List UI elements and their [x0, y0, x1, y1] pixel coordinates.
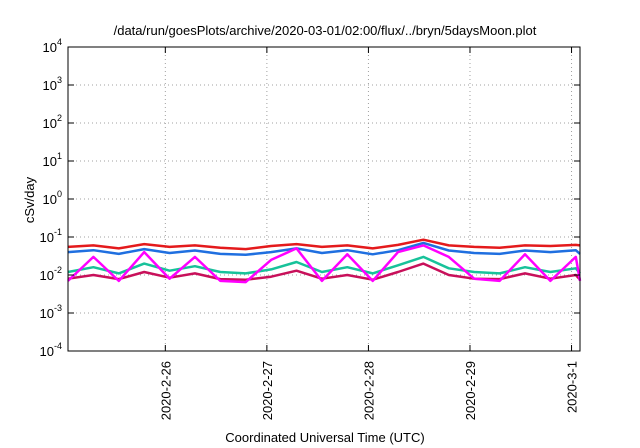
x-tick-label: 2020-2-28 [361, 361, 376, 420]
x-tick-label: 2020-3-1 [565, 361, 580, 413]
chart-title: /data/run/goesPlots/archive/2020-03-01/0… [114, 23, 537, 38]
series-line [67, 241, 581, 257]
axes-layer: 10-4 10-3 10-2 10-1 100 101 102 103 104 2020-2-26… [40, 37, 580, 420]
series-line [67, 238, 581, 251]
x-tick-label: 2020-2-27 [260, 361, 275, 420]
y-tick-label: 102 [43, 113, 62, 131]
y-tick-label: 10-3 [40, 303, 62, 321]
series-layer [67, 238, 582, 284]
x-axis-label: Coordinated Universal Time (UTC) [225, 430, 424, 445]
y-axis-label: cSv/day [22, 176, 37, 223]
y-tick-label: 104 [43, 37, 62, 55]
series-line [67, 244, 582, 284]
y-tick-label: 10-1 [40, 227, 62, 245]
y-tick-label: 101 [43, 151, 62, 169]
x-tick-label: 2020-2-26 [158, 361, 173, 420]
x-tick-label: 2020-2-29 [463, 361, 478, 420]
y-tick-label: 10-4 [40, 341, 62, 359]
y-tick-label: 10-2 [40, 265, 62, 283]
y-tick-label: 100 [43, 189, 62, 207]
grid [68, 46, 580, 352]
y-tick-label: 103 [43, 75, 62, 93]
series-line [67, 262, 581, 281]
